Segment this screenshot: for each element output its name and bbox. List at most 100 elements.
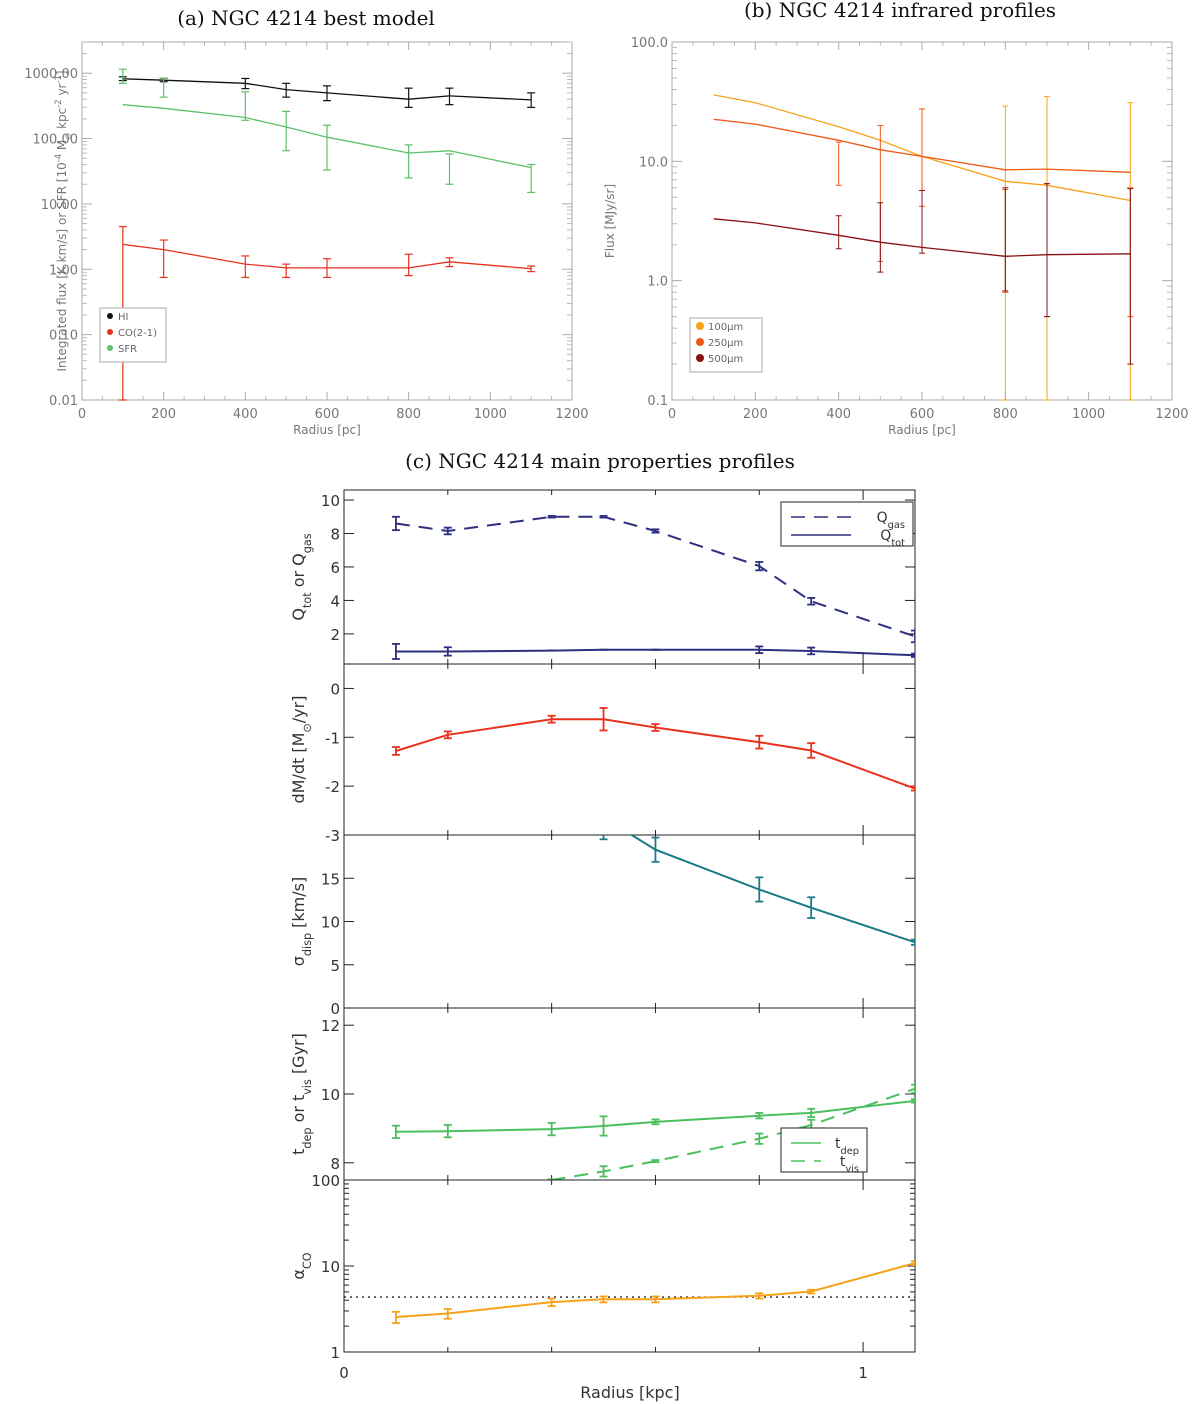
- legend-marker: [107, 329, 113, 335]
- legend-label: 250μm: [708, 338, 743, 349]
- x-tick-label: 1000: [1072, 407, 1105, 422]
- label-part: Flux [MJy/sr]: [603, 184, 617, 258]
- chart-a-title: (a) NGC 4214 best model: [177, 6, 435, 30]
- label-part: -2: [53, 99, 63, 107]
- series-0: [599, 835, 915, 946]
- x-axis-label: Radius [pc]: [293, 423, 361, 437]
- legend-label: Qtot: [880, 528, 905, 549]
- y-tick-label: 1.0: [647, 275, 668, 290]
- y-tick-label: 15: [321, 870, 340, 888]
- series-line: [713, 118, 1131, 173]
- x-tick-label: 1000: [474, 407, 507, 422]
- panel-sigma: 0 5 10 15 σdisp [km/s]: [289, 834, 916, 1018]
- label-part: [Gyr]: [289, 1033, 308, 1079]
- panel-data: [391, 515, 915, 660]
- label-part: or Q: [289, 553, 308, 592]
- y-axis-label: αCO: [289, 1252, 314, 1279]
- y-tick-label: 100.0: [631, 36, 668, 51]
- series-1: [118, 225, 536, 401]
- x-axis-label: Radius [pc]: [888, 423, 956, 437]
- x-tick-label: 200: [743, 407, 768, 422]
- series-1: [713, 108, 1134, 318]
- legend-marker: [696, 338, 704, 346]
- label-part: Q: [880, 528, 891, 544]
- y-tick-label: 10: [321, 492, 340, 510]
- label-part: tot: [891, 538, 905, 549]
- y-tick-label: 1.00: [49, 263, 78, 278]
- label-part: ⊙: [301, 723, 314, 732]
- y-tick-label: 6: [330, 559, 340, 577]
- legend-label: 100μm: [708, 322, 743, 333]
- chart-b-title: (b) NGC 4214 infrared profiles: [744, 0, 1056, 22]
- panel-dmdt: -3 -2 -1 0 dM/dt [M⊙/yr]: [289, 663, 916, 845]
- x-tick-label: 1: [858, 1364, 868, 1382]
- label-part: ⊙: [63, 133, 73, 140]
- label-part: t: [289, 1149, 308, 1155]
- legend-label: tvis: [840, 1154, 859, 1175]
- panel-data: [391, 707, 915, 792]
- series-line: [629, 835, 915, 944]
- y-tick-label: 1: [330, 1344, 340, 1362]
- x-tick-label: 0: [339, 1364, 349, 1382]
- legend-label: HI: [118, 312, 128, 323]
- series-1: [391, 643, 915, 660]
- label-part: tot: [301, 592, 314, 608]
- legend-marker: [107, 313, 113, 319]
- y-tick-label: 1000.00: [24, 67, 78, 82]
- x-tick-label: 600: [910, 407, 935, 422]
- label-part: -4: [53, 154, 63, 162]
- label-part: kpc: [55, 108, 69, 133]
- label-part: gas: [888, 520, 905, 531]
- chart-a: 0 200 400 600 800 1000 1200 0.01 0.10 1.00 10.00 10…: [24, 41, 589, 437]
- label-part: yr: [55, 83, 69, 99]
- legend-marker: [696, 354, 704, 362]
- series-2: [118, 68, 536, 194]
- panel-data: [391, 1083, 915, 1180]
- x-tick-label: 400: [233, 407, 258, 422]
- y-tick-label: 100.00: [33, 133, 79, 148]
- label-part: dep: [301, 1128, 314, 1149]
- label-part: Q: [877, 510, 888, 526]
- y-tick-label: 0.01: [49, 394, 78, 409]
- panel-data: [599, 835, 915, 946]
- y-tick-label: 0: [330, 680, 340, 698]
- x-tick-label: 0: [668, 407, 676, 422]
- series-2: [713, 183, 1134, 365]
- series-line: [395, 718, 915, 790]
- plot-layer: 0 200 400 600 800 1000 12000.010.101.0010.0010…: [24, 36, 1188, 1402]
- series-0: [391, 515, 915, 644]
- x-tick-label: 0: [78, 407, 86, 422]
- label-part: σ: [289, 956, 308, 966]
- label-part: gas: [301, 533, 314, 553]
- x-tick-label: 200: [151, 407, 176, 422]
- legend-label: tdep: [835, 1136, 859, 1157]
- label-part: or t: [289, 1095, 308, 1128]
- y-tick-label: 4: [330, 592, 340, 610]
- series-line: [551, 1087, 915, 1180]
- series-0: [391, 707, 915, 792]
- legend-label: SFR: [118, 344, 137, 355]
- label-part: CO: [301, 1252, 314, 1269]
- panel-frame: [343, 663, 916, 836]
- label-part: M: [55, 140, 69, 154]
- y-tick-label: 0.1: [647, 394, 668, 409]
- label-part: disp: [301, 933, 314, 956]
- panel-frame: [343, 1179, 916, 1353]
- y-axis-label: dM/dt [M⊙/yr]: [289, 696, 314, 804]
- panel-data: [344, 1260, 915, 1325]
- y-tick-label: -1: [325, 729, 340, 747]
- series-0: [391, 1260, 915, 1325]
- y-tick-label: -3: [325, 827, 340, 845]
- y-tick-label: 0.10: [49, 329, 78, 344]
- panel-frame: [343, 834, 916, 1009]
- y-tick-label: 8: [330, 1155, 340, 1173]
- y-axis-label: Integrated flux [K km/s] or SFR [10-4 M⊙…: [53, 70, 73, 371]
- label-part: Q: [289, 608, 308, 621]
- series-line: [713, 94, 1131, 202]
- series-line: [395, 648, 915, 657]
- label-part: Integrated flux [K km/s] or SFR [10: [55, 162, 69, 371]
